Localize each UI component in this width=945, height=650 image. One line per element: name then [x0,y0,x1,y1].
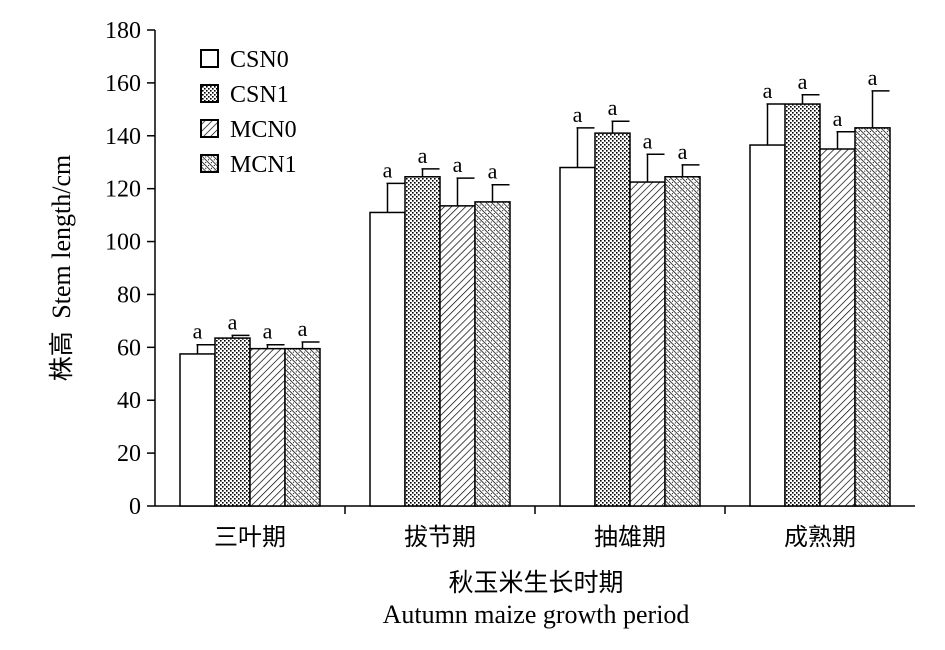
significance-label: a [608,95,618,120]
bar-csn1 [784,103,821,507]
significance-label: a [418,143,428,168]
bar-csn0 [749,144,786,507]
legend-swatch-csn0 [200,49,219,68]
significance-label: a [573,102,583,127]
y-tick-label: 100 [105,230,141,256]
legend-label-mcn1: MCN1 [230,152,297,178]
x-axis-title-en: Autumn maize growth period [383,600,690,629]
axes: 0 20 40 60 80 100 120 140 160 180 三叶期 拔节期 抽雄期 成熟期 [105,18,915,551]
y-tick-label: 120 [105,177,141,203]
bar-mcn1 [474,201,511,507]
y-axis-title-cn: 株高 [47,331,76,381]
significance-label: a [193,319,203,344]
bar-mcn0 [439,205,476,507]
x-category-label: 三叶期 [214,523,286,551]
legend-label-csn0: CSN0 [230,47,289,73]
significance-label: a [798,69,808,94]
significance-label: a [383,157,393,182]
bar-mcn0 [629,181,666,507]
bar-csn1 [214,337,251,507]
significance-label: a [228,309,238,334]
significance-label: a [868,65,878,90]
x-category-label: 拔节期 [404,523,476,551]
bars: a a a aaa a aa aa aa aaa [179,65,891,507]
significance-label: a [763,78,773,103]
significance-label: a [453,152,463,177]
y-tick-label: 0 [129,494,141,520]
y-tick-label: 140 [105,124,141,150]
bar-csn1 [404,176,441,507]
y-tick-label: 20 [117,441,141,467]
legend-label-csn1: CSN1 [230,82,289,108]
x-category-label: 成熟期 [784,523,856,551]
significance-label: a [298,316,308,341]
y-axis-title-en: Stem length/cm [47,155,76,319]
legend: CSN0 CSN1 MCN0 MCN1 [200,47,297,178]
significance-label: a [263,319,273,344]
bar-mcn1 [284,347,321,507]
bar-mcn1 [664,176,701,507]
legend-label-mcn0: MCN0 [230,117,297,143]
x-category-label: 抽雄期 [594,523,666,551]
bar-mcn1 [854,127,891,507]
bar-csn1 [594,132,631,507]
bar-csn0 [559,166,596,507]
bar-csn0 [179,353,216,507]
y-tick-label: 80 [117,282,141,308]
significance-label: a [833,106,843,131]
bar-mcn0 [819,148,856,507]
y-tick-label: 160 [105,71,141,97]
x-axis-title-cn: 秋玉米生长时期 [448,568,623,597]
significance-label: a [488,159,498,184]
y-axis-title: 株高 Stem length/cm [47,155,76,381]
bar-csn0 [369,211,406,507]
significance-label: a [678,139,688,164]
legend-swatch-mcn1 [200,154,219,173]
bar-mcn0 [249,347,286,507]
y-tick-label: 180 [105,18,141,44]
significance-label: a [643,128,653,153]
y-tick-label: 60 [117,335,141,361]
y-tick-label: 40 [117,388,141,414]
legend-swatch-csn1 [200,84,219,103]
legend-swatch-mcn0 [200,119,219,138]
